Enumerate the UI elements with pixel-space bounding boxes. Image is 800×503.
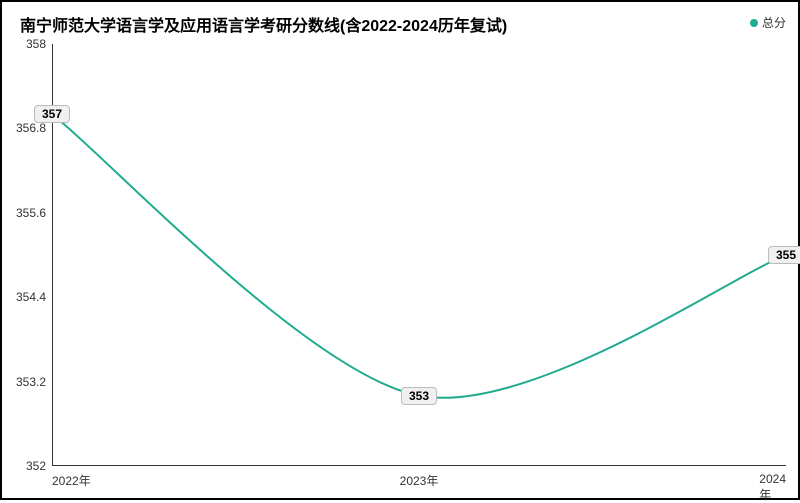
y-tick-label: 354.4 [16, 290, 46, 304]
legend: 总分 [750, 14, 786, 31]
chart-container: 南宁师范大学语言学及应用语言学考研分数线(含2022-2024历年复试) 总分 … [0, 0, 800, 500]
chart-title: 南宁师范大学语言学及应用语言学考研分数线(含2022-2024历年复试) [20, 12, 507, 36]
legend-marker [750, 19, 758, 27]
x-tick-label: 2023年 [400, 472, 439, 489]
data-point-label: 353 [401, 387, 437, 405]
y-tick-label: 352 [26, 459, 46, 473]
legend-label: 总分 [762, 14, 786, 31]
y-tick-label: 358 [26, 37, 46, 51]
x-tick-label: 2022年 [52, 472, 91, 489]
data-point-label: 355 [768, 246, 800, 264]
data-point-label: 357 [34, 105, 70, 123]
plot-area: 352353.2354.4355.6356.83582022年2023年2024… [52, 44, 786, 466]
y-tick-label: 355.6 [16, 206, 46, 220]
y-tick-label: 356.8 [16, 121, 46, 135]
x-tick-label: 2024年 [759, 472, 786, 503]
y-tick-label: 353.2 [16, 375, 46, 389]
